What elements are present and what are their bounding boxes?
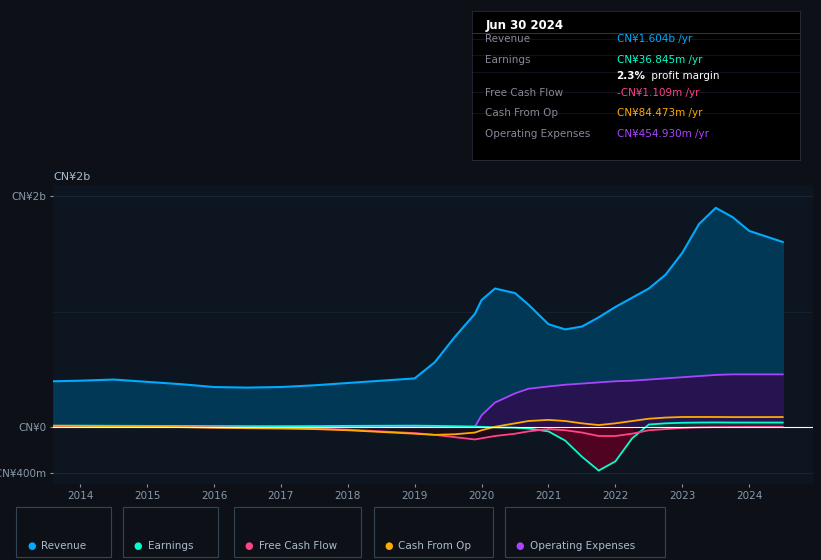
Text: Revenue: Revenue <box>485 34 530 44</box>
Text: ●: ● <box>384 541 392 551</box>
Text: -CN¥1.109m /yr: -CN¥1.109m /yr <box>617 88 699 99</box>
Text: Earnings: Earnings <box>485 55 530 65</box>
Text: Revenue: Revenue <box>41 541 86 551</box>
Text: Cash From Op: Cash From Op <box>398 541 471 551</box>
Text: Cash From Op: Cash From Op <box>485 109 558 118</box>
Text: CN¥1.604b /yr: CN¥1.604b /yr <box>617 34 692 44</box>
Text: ●: ● <box>134 541 142 551</box>
Text: profit margin: profit margin <box>648 71 719 81</box>
Text: CN¥454.930m /yr: CN¥454.930m /yr <box>617 129 709 139</box>
Text: ●: ● <box>245 541 253 551</box>
Text: Operating Expenses: Operating Expenses <box>485 129 590 139</box>
Text: Earnings: Earnings <box>148 541 193 551</box>
Text: ●: ● <box>27 541 35 551</box>
Text: CN¥84.473m /yr: CN¥84.473m /yr <box>617 109 702 118</box>
Text: Operating Expenses: Operating Expenses <box>530 541 635 551</box>
Text: 2.3%: 2.3% <box>617 71 645 81</box>
Text: CN¥2b: CN¥2b <box>53 172 90 182</box>
Text: CN¥36.845m /yr: CN¥36.845m /yr <box>617 55 702 65</box>
Text: Free Cash Flow: Free Cash Flow <box>259 541 337 551</box>
Text: ●: ● <box>516 541 524 551</box>
Text: Free Cash Flow: Free Cash Flow <box>485 88 563 99</box>
Text: Jun 30 2024: Jun 30 2024 <box>485 18 563 31</box>
